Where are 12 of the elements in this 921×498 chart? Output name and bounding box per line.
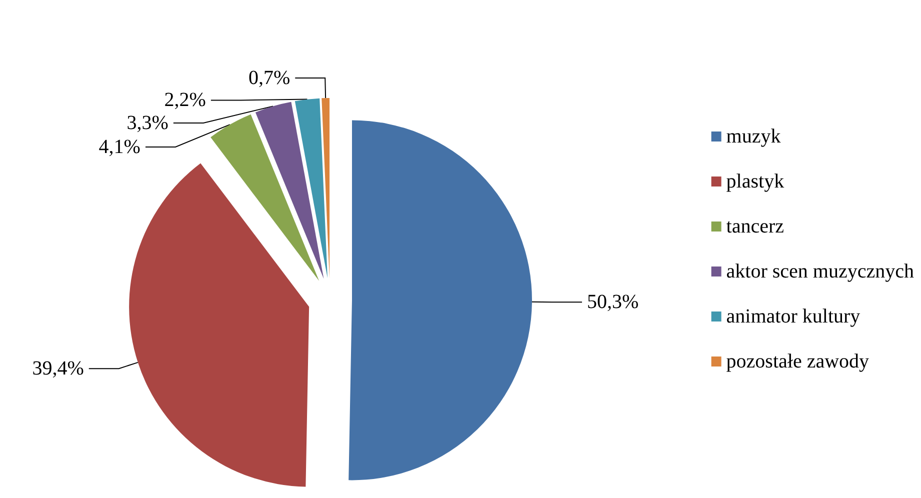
data-label: 3,3% [126,112,168,134]
legend-label: pozostałe zawody [726,350,870,372]
legend-label: plastyk [726,170,784,192]
data-label: 4,1% [98,136,140,158]
data-label: 39,4% [32,358,84,380]
legend-label: tancerz [726,216,784,238]
data-label: 0,7% [248,67,290,90]
data-label: 50,3% [586,291,639,314]
data-label: 2,2% [164,89,206,112]
legend-label: animator kultury [726,306,860,328]
legend-label: aktor scen muzycznych [726,260,914,282]
legend-label: muzyk [726,126,781,148]
